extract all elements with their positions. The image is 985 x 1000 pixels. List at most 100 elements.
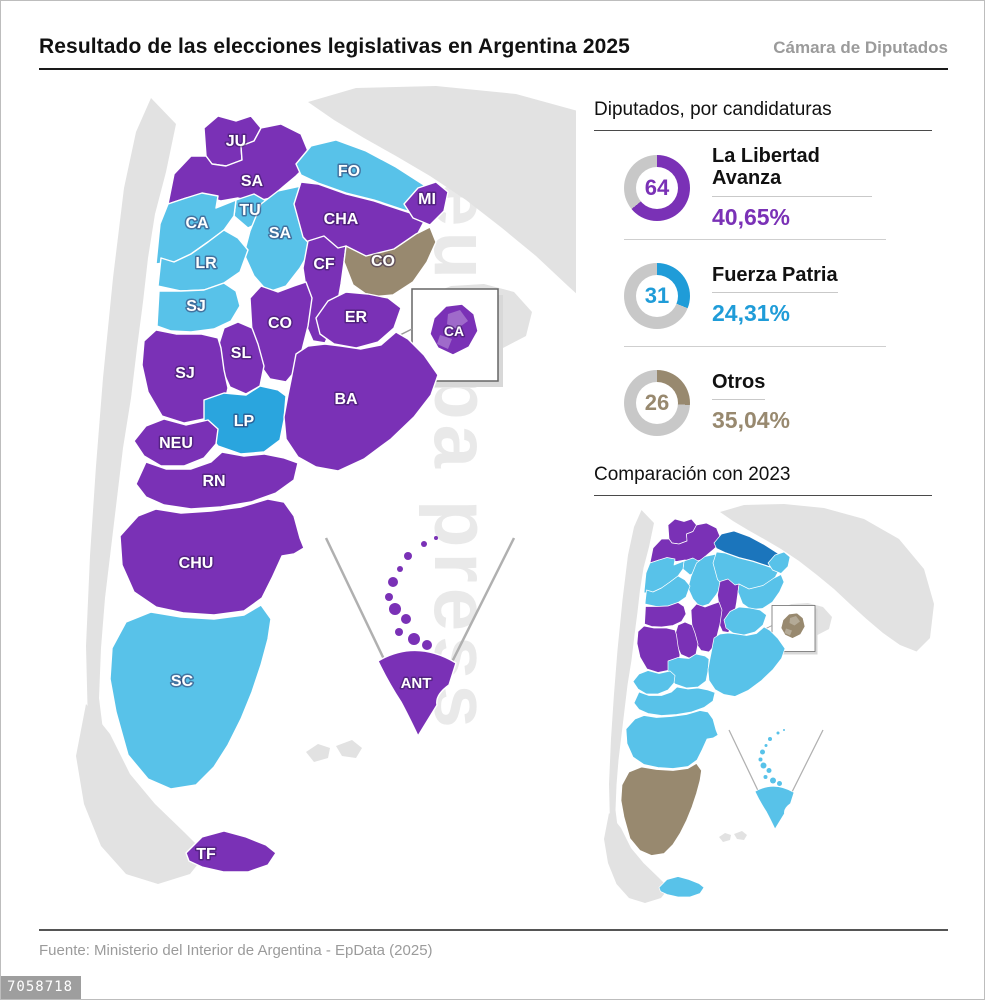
comparison-divider <box>594 495 932 496</box>
comparison-title: Comparación con 2023 <box>594 464 791 485</box>
page-title: Resultado de las elecciones legislativas… <box>39 35 630 58</box>
antarctica-islet <box>766 768 772 773</box>
neighbor-country-shape <box>734 831 747 840</box>
antarctica-islet <box>408 633 420 645</box>
antarctica-islet <box>434 536 438 540</box>
province-ant <box>377 649 457 737</box>
province-sj <box>156 282 241 333</box>
province-ba <box>707 626 786 697</box>
province-label-chu: CHU <box>179 555 214 572</box>
province-cab <box>780 612 806 639</box>
province-label-er: ER <box>345 309 368 326</box>
antarctica-islet <box>760 749 765 755</box>
donut-hole: 26 <box>636 381 678 424</box>
caba-comuna-patch <box>789 616 800 626</box>
antarctica-islet <box>404 552 412 560</box>
antarctica-islet <box>777 781 782 786</box>
province-label-sj: SJ <box>186 298 206 315</box>
party-row-lla: 64 La Libertad Avanza 40,65% <box>624 145 950 231</box>
antarctica-islet <box>401 614 411 624</box>
province-label-sj2: SJ <box>175 365 195 382</box>
province-label-lp: LP <box>234 413 255 430</box>
province-ba <box>283 331 439 472</box>
province-label-tu: TU <box>239 202 260 219</box>
province-mi <box>767 551 791 574</box>
party-name: Fuerza Patria <box>712 264 838 294</box>
seats-count: 64 <box>644 174 670 200</box>
antarctica-islet <box>764 744 768 747</box>
province-chu <box>119 498 305 616</box>
province-label-cab: CA <box>444 323 464 339</box>
province-sa <box>167 123 309 205</box>
caba-comuna-patch <box>447 310 468 329</box>
province-label-ju: JU <box>226 133 246 150</box>
argentina-map-2023 <box>604 504 934 903</box>
footer-divider <box>39 929 948 931</box>
province-ant <box>754 785 795 830</box>
neighbor-country-shape <box>609 510 658 899</box>
province-sc <box>109 604 272 790</box>
antarctica-islet <box>385 593 393 601</box>
province-label-sc: SC <box>171 673 194 690</box>
province-label-rn: RN <box>202 473 225 490</box>
neighbor-country-shape <box>604 813 669 903</box>
seats-panel: Diputados, por candidaturas 64 La Libert… <box>594 99 950 445</box>
neighbor-country-shape <box>308 86 576 294</box>
province-label-ant: ANT <box>401 675 432 692</box>
neighbor-country-shape <box>76 704 206 884</box>
antarctica-islet <box>421 541 427 547</box>
image-id-badge: 7058718 <box>1 976 82 999</box>
province-label-co2: CO <box>268 315 292 332</box>
donut-hole: 31 <box>636 274 678 317</box>
province-label-tf: TF <box>196 846 216 863</box>
source-text: Fuente: Ministerio del Interior de Argen… <box>39 942 433 959</box>
argentina-map-2025: JU SA FO TU CA SA CHA MI LR CF CO SJ CO ER SL SJ LP BA NEU… <box>76 86 576 884</box>
province-sa <box>649 522 721 564</box>
seats-panel-divider <box>594 130 932 131</box>
province-tf <box>185 830 277 873</box>
party-name: Otros <box>712 371 766 401</box>
seats-donut-fp: 31 <box>624 262 690 329</box>
party-vote-percent: 35,04% <box>712 407 791 434</box>
seats-panel-title: Diputados, por candidaturas <box>594 99 832 120</box>
seats-donut-otros: 26 <box>624 369 690 436</box>
province-neu <box>133 418 219 467</box>
province-label-co: CO <box>371 253 395 270</box>
province-label-sl: SL <box>231 345 252 362</box>
caba-comuna-patch <box>784 628 792 636</box>
seats-count: 31 <box>644 282 670 308</box>
antarctica-islet <box>422 640 432 650</box>
antarctica-islet <box>389 603 401 615</box>
province-label-sa: SA <box>241 173 264 190</box>
chamber-label: Cámara de Diputados <box>773 38 948 57</box>
province-label-sa2: SA <box>269 225 292 242</box>
party-name: La Libertad Avanza <box>712 145 872 197</box>
antarctica-islet <box>763 775 768 779</box>
province-rn <box>135 451 299 510</box>
antarctica-islet <box>776 731 780 735</box>
antarctica-islet <box>768 737 772 741</box>
province-tf <box>658 876 705 898</box>
antarctica-islet <box>388 577 398 587</box>
seats-donut-lla: 64 <box>624 154 690 221</box>
antarctica-islet <box>758 757 763 762</box>
antarctica-islet <box>395 628 403 636</box>
province-rn <box>633 686 716 716</box>
province-label-mi: MI <box>418 191 436 208</box>
antarctica-islet <box>770 777 776 784</box>
province-label-ba: BA <box>334 391 358 408</box>
province-cab <box>429 303 479 356</box>
province-label-cf: CF <box>313 256 335 273</box>
province-sj <box>644 602 687 628</box>
row-separator <box>624 238 886 240</box>
antarctica-islet <box>783 729 785 731</box>
neighbor-country-shape <box>720 504 934 652</box>
party-vote-percent: 24,31% <box>712 300 791 327</box>
antarctica-islet <box>397 566 403 572</box>
header: Resultado de las elecciones legislativas… <box>39 35 948 70</box>
province-label-neu: NEU <box>159 435 193 452</box>
province-label-ca: CA <box>185 215 209 232</box>
party-vote-percent: 40,65% <box>712 203 791 230</box>
province-label-cha: CHA <box>324 211 359 228</box>
